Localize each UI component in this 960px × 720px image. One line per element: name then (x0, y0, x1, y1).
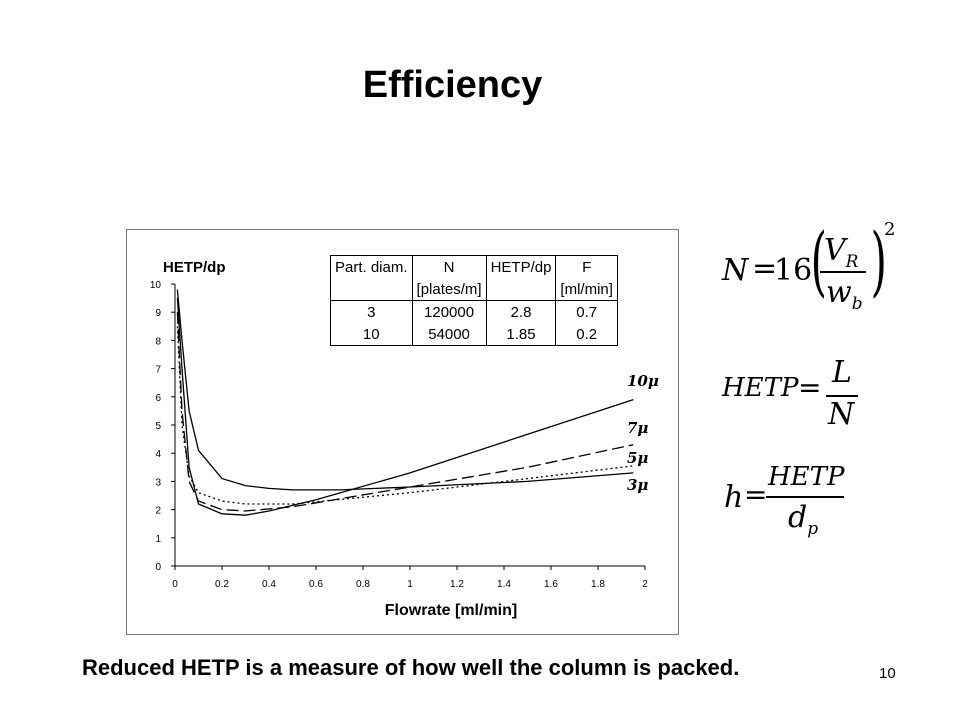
x-tick-label: 1.8 (591, 579, 605, 590)
table-header-cell: N (411, 255, 487, 278)
hetp-formula: HETP = L N (722, 355, 862, 435)
formula-equals: = (752, 251, 778, 286)
table-header-row: Part. diam. N HETP/dp F (330, 255, 618, 278)
x-tick-label: 0 (172, 579, 178, 590)
table-cell: 0.2 (555, 323, 618, 346)
fraction-bar (766, 496, 844, 498)
table-header-cell (330, 278, 413, 301)
y-tick-label: 3 (155, 477, 161, 488)
series-label: 10μ (627, 372, 659, 390)
formula-coefficient: 16 (774, 253, 813, 288)
y-tick-label: 1 (155, 534, 161, 545)
x-tick-label: 1.6 (544, 579, 558, 590)
series-line-3 (176, 289, 634, 491)
reduced-hetp-formula: h = HETP dp (722, 460, 852, 540)
x-tick-label: 0.2 (215, 579, 229, 590)
x-tick-label: 1 (407, 579, 413, 590)
table-row: 10 54000 1.85 0.2 (330, 323, 618, 346)
right-paren: ) (870, 216, 887, 305)
series-label: 5μ (627, 449, 648, 467)
series-line-1 (176, 312, 634, 512)
table-cell: 120000 (411, 300, 487, 323)
table-cell: 0.7 (555, 300, 618, 323)
x-tick-label: 0.6 (309, 579, 323, 590)
x-tick-label: 1.2 (450, 579, 464, 590)
chart-frame: 0 1 2 3 4 5 6 7 8 9 10 0 0.2 0.4 0.6 0.8 1 1.2 1.4 1.6 1.8 2 H… (126, 229, 679, 635)
table-header-cell: [plates/m] (411, 278, 487, 301)
y-tick-label: 10 (150, 280, 162, 291)
formula-exponent: 2 (884, 219, 896, 240)
left-paren: ( (810, 216, 827, 305)
x-tick-label: 2 (642, 579, 648, 590)
hetp-chart: 0 1 2 3 4 5 6 7 8 9 10 0 0.2 0.4 0.6 0.8 1 1.2 1.4 1.6 1.8 2 H… (150, 259, 659, 619)
table-header-cell: [ml/min] (555, 278, 618, 301)
series-line-0 (176, 298, 634, 516)
y-tick-label: 8 (155, 336, 161, 347)
table-cell: 3 (330, 300, 413, 323)
formula-numerator: HETP (768, 462, 845, 492)
y-tick-label: 0 (155, 562, 161, 573)
formula-denominator: wb (826, 275, 863, 314)
y-tick-label: 9 (155, 308, 161, 319)
fraction-bar (820, 271, 866, 273)
y-tick-label: 4 (155, 449, 161, 460)
series-line-2 (176, 326, 634, 505)
table-header-cell (485, 278, 557, 301)
y-tick-label: 2 (155, 506, 161, 517)
table-header-cell: Part. diam. (330, 255, 413, 278)
y-tick-label: 6 (155, 393, 161, 404)
y-axis-label: HETP/dp (163, 259, 226, 276)
fraction-bar (826, 395, 858, 397)
formula-equals: = (798, 371, 822, 404)
formula-lhs: h (724, 480, 744, 515)
formula-equals: = (744, 478, 768, 511)
slide-title: Efficiency (362, 64, 543, 106)
series-label: 7μ (627, 419, 648, 437)
formula-numerator: VR (824, 233, 859, 272)
table-header-cell: F (555, 255, 618, 278)
table-cell: 54000 (411, 323, 487, 346)
footer-note: Reduced HETP is a measure of how well th… (82, 655, 740, 680)
table-row: 3 120000 2.8 0.7 (330, 300, 618, 323)
table-header-row: [plates/m] [ml/min] (330, 278, 618, 301)
series-label: 3μ (627, 476, 648, 494)
formula-numerator: L (832, 355, 852, 390)
table-cell: 1.85 (485, 323, 557, 346)
table-header-cell: HETP/dp (485, 255, 557, 278)
plate-count-formula: N = 16 ( VR wb ) 2 (722, 215, 896, 320)
x-axis-label: Flowrate [ml/min] (385, 602, 517, 619)
formula-denominator: dp (788, 500, 819, 539)
x-tick-label: 0.8 (356, 579, 370, 590)
formula-lhs: N (722, 253, 749, 288)
table-cell: 2.8 (485, 300, 557, 323)
formula-lhs: HETP (722, 373, 799, 403)
particle-data-table: Part. diam. N HETP/dp F [plates/m] [ml/m… (330, 255, 618, 346)
y-tick-label: 7 (155, 365, 161, 376)
table-cell: 10 (330, 323, 413, 346)
y-tick-label: 5 (155, 421, 161, 432)
formula-denominator: N (828, 397, 855, 432)
x-tick-label: 0.4 (262, 579, 276, 590)
page-number: 10 (879, 665, 896, 682)
x-tick-label: 1.4 (497, 579, 511, 590)
